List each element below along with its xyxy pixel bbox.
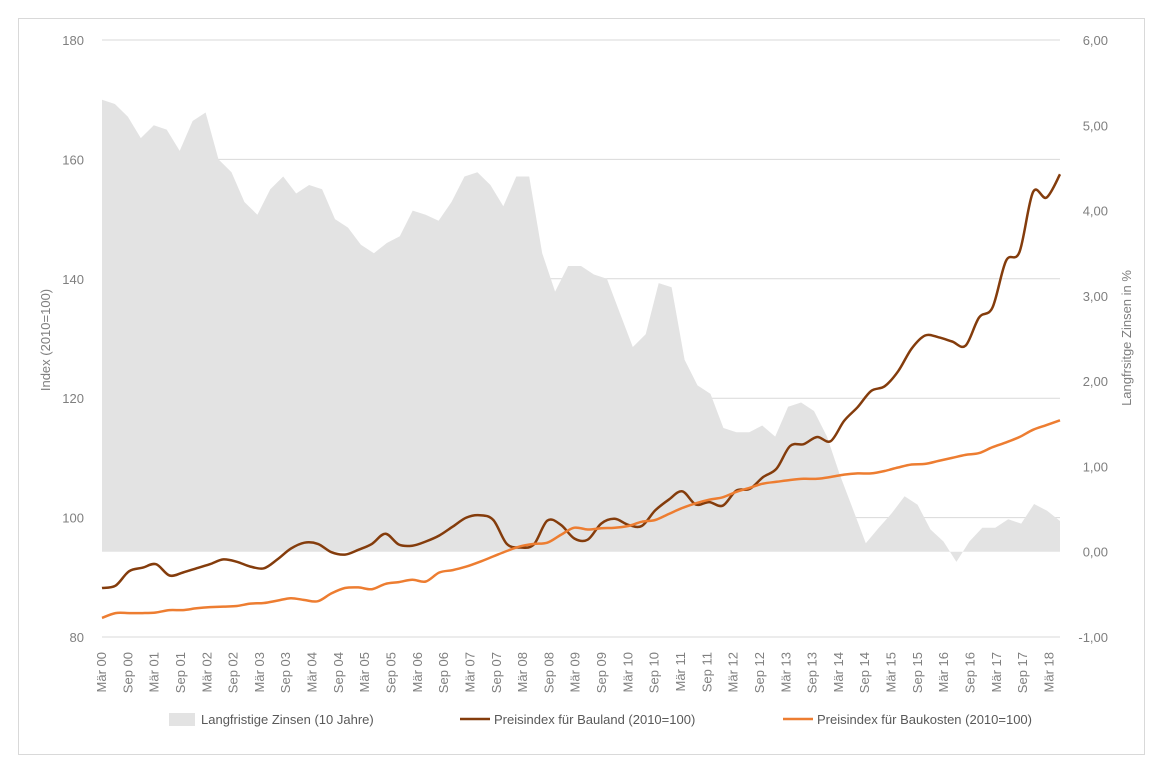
chart-frame xyxy=(18,18,1145,755)
line-series-layer xyxy=(101,173,1062,620)
x-axis-tick-label: Sep 00 xyxy=(120,652,135,693)
x-axis-tick-label: Sep 03 xyxy=(278,652,293,693)
right-axis-tick-label: 5,00 xyxy=(1083,118,1108,133)
x-axis-tick-label: Mär 16 xyxy=(936,652,951,692)
x-axis-tick-label: Sep 17 xyxy=(1015,652,1030,693)
left-axis-tick-label: 160 xyxy=(62,152,84,167)
legend-swatch-zinsen xyxy=(169,713,195,726)
x-axis-tick-label: Sep 04 xyxy=(331,652,346,693)
left-axis-tick-label: 180 xyxy=(62,33,84,48)
x-axis-tick-label: Mär 08 xyxy=(515,652,530,692)
right-axis-tick-label: 4,00 xyxy=(1083,204,1108,219)
line-series-bauland xyxy=(101,173,1062,590)
left-axis-ticks: 80 100 120 140 160 180 xyxy=(62,33,84,645)
x-axis-tick-label: Mär 15 xyxy=(884,652,899,692)
x-axis-tick-label: Mär 13 xyxy=(778,652,793,692)
line-series-baukosten xyxy=(101,419,1061,620)
left-axis-tick-label: 140 xyxy=(62,272,84,287)
x-axis-tick-label: Mär 06 xyxy=(410,652,425,692)
right-axis-tick-label: 3,00 xyxy=(1083,289,1108,304)
y-axis-title: Index (2010=100) xyxy=(38,289,53,391)
x-axis-tick-label: Sep 13 xyxy=(805,652,820,693)
x-axis-tick-label: Sep 01 xyxy=(173,652,188,693)
y2-axis-title: Langfrsitge Zinsen in % xyxy=(1119,270,1134,406)
legend-label-zinsen: Langfristige Zinsen (10 Jahre) xyxy=(201,712,374,727)
left-axis-tick-label: 80 xyxy=(70,630,84,645)
right-axis-tick-label: 0,00 xyxy=(1083,545,1108,560)
legend-label-bauland: Preisindex für Bauland (2010=100) xyxy=(494,712,695,727)
left-axis-tick-label: 120 xyxy=(62,391,84,406)
left-axis-tick-label: 100 xyxy=(62,511,84,526)
x-axis-tick-label: Sep 08 xyxy=(541,652,556,693)
x-axis-ticks: Mär 00 Sep 00 Mär 01 Sep 01 Mär 02 Sep 02 Mär … xyxy=(94,652,1056,693)
x-axis-tick-label: Sep 06 xyxy=(436,652,451,693)
x-axis-tick-label: Mär 10 xyxy=(620,652,635,692)
x-axis-tick-label: Mär 02 xyxy=(199,652,214,692)
x-axis-tick-label: Sep 16 xyxy=(963,652,978,693)
x-axis-tick-label: Mär 07 xyxy=(462,652,477,692)
right-axis-tick-label: 2,00 xyxy=(1083,374,1108,389)
x-axis-tick-label: Mär 05 xyxy=(357,652,372,692)
x-axis-tick-label: Mär 11 xyxy=(673,652,688,692)
x-axis-tick-label: Sep 15 xyxy=(910,652,925,693)
x-axis-tick-label: Mär 00 xyxy=(94,652,109,692)
x-axis-tick-label: Sep 05 xyxy=(384,652,399,693)
x-axis-tick-label: Sep 02 xyxy=(226,652,241,693)
x-axis-tick-label: Mär 04 xyxy=(305,652,320,692)
x-axis-tick-label: Mär 14 xyxy=(831,652,846,692)
right-axis-tick-label: 1,00 xyxy=(1083,459,1108,474)
x-axis-tick-label: Mär 09 xyxy=(568,652,583,692)
right-axis-tick-label: 6,00 xyxy=(1083,33,1108,48)
x-axis-tick-label: Mär 12 xyxy=(726,652,741,692)
x-axis-tick-label: Sep 12 xyxy=(752,652,767,693)
legend: Langfristige Zinsen (10 Jahre) Preisinde… xyxy=(169,712,1032,727)
x-axis-tick-label: Sep 07 xyxy=(489,652,504,693)
x-axis-tick-label: Mär 17 xyxy=(989,652,1004,692)
right-axis-tick-label: -1,00 xyxy=(1078,630,1108,645)
x-axis-tick-label: Sep 09 xyxy=(594,652,609,693)
x-axis-tick-label: Mär 01 xyxy=(147,652,162,692)
x-axis-tick-label: Sep 10 xyxy=(647,652,662,693)
x-axis-tick-label: Sep 11 xyxy=(699,652,714,692)
right-axis-ticks: -1,00 0,00 1,00 2,00 3,00 4,00 5,00 6,00 xyxy=(1078,33,1108,645)
area-series-zinsen xyxy=(102,99,1060,562)
area-series-layer xyxy=(102,99,1060,562)
x-axis-tick-label: Mär 18 xyxy=(1041,652,1056,692)
x-axis-tick-label: Mär 03 xyxy=(252,652,267,692)
legend-label-baukosten: Preisindex für Baukosten (2010=100) xyxy=(817,712,1032,727)
x-axis-tick-label: Sep 14 xyxy=(857,652,872,693)
